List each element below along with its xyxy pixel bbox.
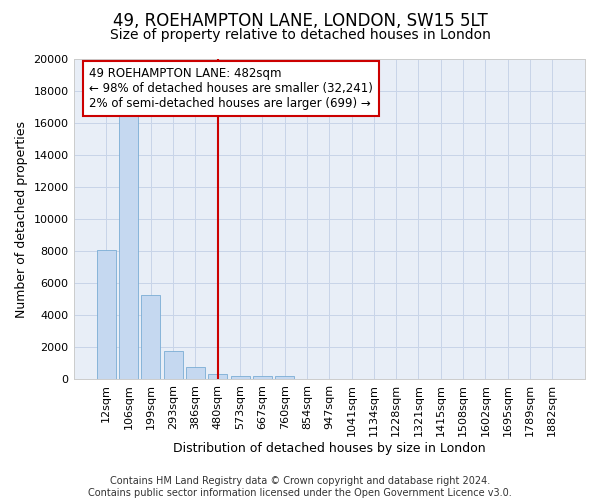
Text: Contains HM Land Registry data © Crown copyright and database right 2024.
Contai: Contains HM Land Registry data © Crown c… — [88, 476, 512, 498]
Bar — [253, 376, 272, 380]
Text: 49, ROEHAMPTON LANE, LONDON, SW15 5LT: 49, ROEHAMPTON LANE, LONDON, SW15 5LT — [113, 12, 487, 30]
Bar — [230, 376, 250, 380]
X-axis label: Distribution of detached houses by size in London: Distribution of detached houses by size … — [173, 442, 485, 455]
Bar — [186, 368, 205, 380]
Text: 49 ROEHAMPTON LANE: 482sqm
← 98% of detached houses are smaller (32,241)
2% of s: 49 ROEHAMPTON LANE: 482sqm ← 98% of deta… — [89, 67, 373, 110]
Bar — [97, 250, 116, 380]
Bar — [164, 350, 182, 380]
Bar — [275, 376, 294, 380]
Bar — [119, 114, 138, 380]
Bar — [208, 374, 227, 380]
Text: Size of property relative to detached houses in London: Size of property relative to detached ho… — [110, 28, 490, 42]
Bar — [142, 294, 160, 380]
Y-axis label: Number of detached properties: Number of detached properties — [15, 120, 28, 318]
